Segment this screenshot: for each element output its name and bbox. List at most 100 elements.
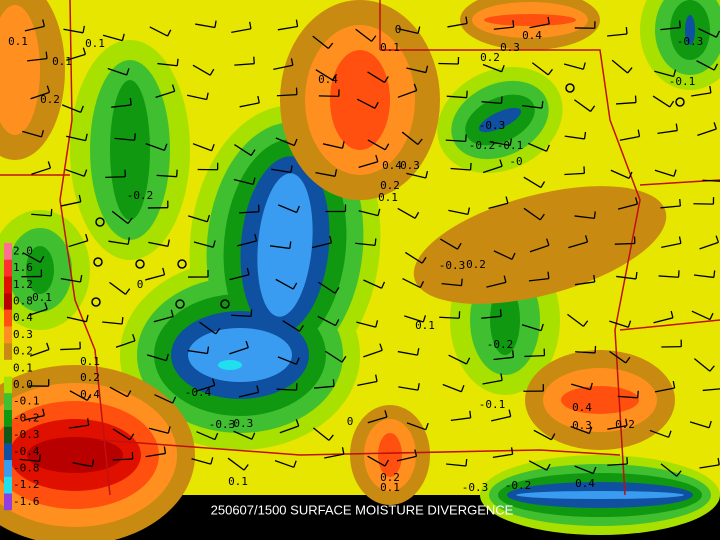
contour-label: 0.2	[380, 471, 400, 484]
legend-swatch	[4, 326, 12, 344]
barb-flag	[295, 19, 299, 27]
border	[99, 439, 621, 456]
barb-shaft	[271, 168, 292, 174]
barb-shaft	[356, 98, 376, 109]
barb-shaft	[658, 275, 679, 278]
barb-shaft	[31, 213, 52, 217]
barb-flag	[584, 235, 589, 243]
barb-flag	[627, 67, 633, 74]
barb-flag	[679, 199, 682, 207]
barb-flag	[582, 62, 586, 70]
barb-shaft	[107, 67, 127, 76]
barb-shaft	[617, 203, 638, 210]
legend-swatch	[4, 343, 12, 360]
barb-shaft	[654, 169, 675, 177]
barb-flag	[121, 316, 124, 325]
legend-label: -0.3	[13, 428, 40, 441]
barb-shaft	[702, 179, 720, 182]
contour-label: -0.3	[479, 119, 506, 132]
barb-shaft	[356, 321, 376, 328]
barb-flag	[417, 383, 420, 391]
barb-flag	[381, 281, 386, 289]
contour-label: 0.3	[400, 159, 420, 172]
barb-shaft	[696, 60, 715, 71]
barb-flag	[675, 123, 678, 131]
barb-flag	[713, 122, 717, 130]
barb-flag	[583, 131, 587, 140]
barb-flag	[42, 408, 45, 416]
barb-flag	[171, 84, 176, 92]
barb-shaft	[617, 395, 638, 399]
barb-shaft	[112, 458, 133, 461]
barb-flag	[509, 138, 513, 146]
barb-shaft	[568, 241, 588, 249]
barb-shaft	[60, 277, 81, 283]
barb-shaft	[488, 202, 509, 210]
barb-flag	[589, 382, 593, 390]
barb-shaft	[398, 386, 419, 391]
barb-flag	[39, 255, 45, 263]
barb-shaft	[358, 210, 379, 217]
barb-flag	[91, 459, 95, 467]
station	[91, 297, 101, 307]
barb-shaft	[652, 95, 671, 108]
barb-shaft	[61, 104, 81, 113]
barb-flag	[635, 271, 638, 280]
station	[93, 257, 103, 267]
barb-shaft	[68, 240, 88, 248]
contour-label: -0.2	[505, 479, 532, 492]
barb-flag	[243, 464, 249, 471]
legend-swatch	[4, 426, 12, 444]
barb-flag	[212, 240, 216, 248]
contour-fill	[484, 14, 576, 26]
contour-fill	[685, 15, 695, 45]
barb-shaft	[609, 350, 627, 364]
barb-shaft	[529, 23, 550, 29]
barb-shaft	[357, 380, 378, 386]
barb-flag	[715, 30, 720, 38]
barb-shaft	[619, 135, 640, 141]
barb-flag	[676, 470, 682, 477]
barb-shaft	[654, 387, 675, 393]
contour-label: -0.1	[479, 398, 506, 411]
barb-flag	[126, 390, 132, 398]
barb-flag	[375, 154, 379, 162]
barb-flag	[256, 385, 260, 393]
legend-swatch	[4, 259, 12, 277]
barb-flag	[717, 457, 720, 466]
barb-shaft	[148, 427, 169, 434]
barb-flag	[86, 394, 92, 401]
barb-flag	[637, 390, 639, 398]
barb-shaft	[322, 143, 343, 149]
barb-shaft	[657, 129, 678, 135]
barb-flag	[167, 29, 172, 37]
barb-shaft	[145, 452, 166, 458]
contour-label: -0.3	[209, 418, 236, 431]
barb-shaft	[27, 308, 48, 317]
barb-shaft	[482, 379, 503, 385]
barb-flag	[592, 466, 597, 474]
barb-flag	[167, 239, 170, 247]
barb-flag	[206, 346, 210, 354]
barb-flag	[414, 449, 418, 457]
barb-shaft	[396, 455, 417, 462]
barb-shaft	[234, 143, 252, 157]
barb-shaft	[355, 28, 372, 42]
barb-flag	[79, 274, 83, 283]
contour-label: 0.1	[380, 481, 400, 494]
barb-flag	[416, 348, 420, 356]
barb-flag	[375, 374, 378, 382]
barb-flag	[40, 130, 45, 138]
barb-flag	[133, 133, 136, 141]
barb-flag	[162, 267, 166, 275]
barb-shaft	[102, 34, 123, 42]
barb-shaft	[65, 168, 85, 177]
barb-shaft	[195, 384, 215, 392]
barb-shaft	[157, 62, 178, 67]
barb-flag	[295, 357, 300, 365]
barb-shaft	[406, 422, 427, 431]
contour-label: 0.2	[480, 51, 500, 64]
barb-shaft	[195, 23, 216, 29]
barb-shaft	[276, 93, 297, 97]
barb-flag	[165, 353, 169, 361]
